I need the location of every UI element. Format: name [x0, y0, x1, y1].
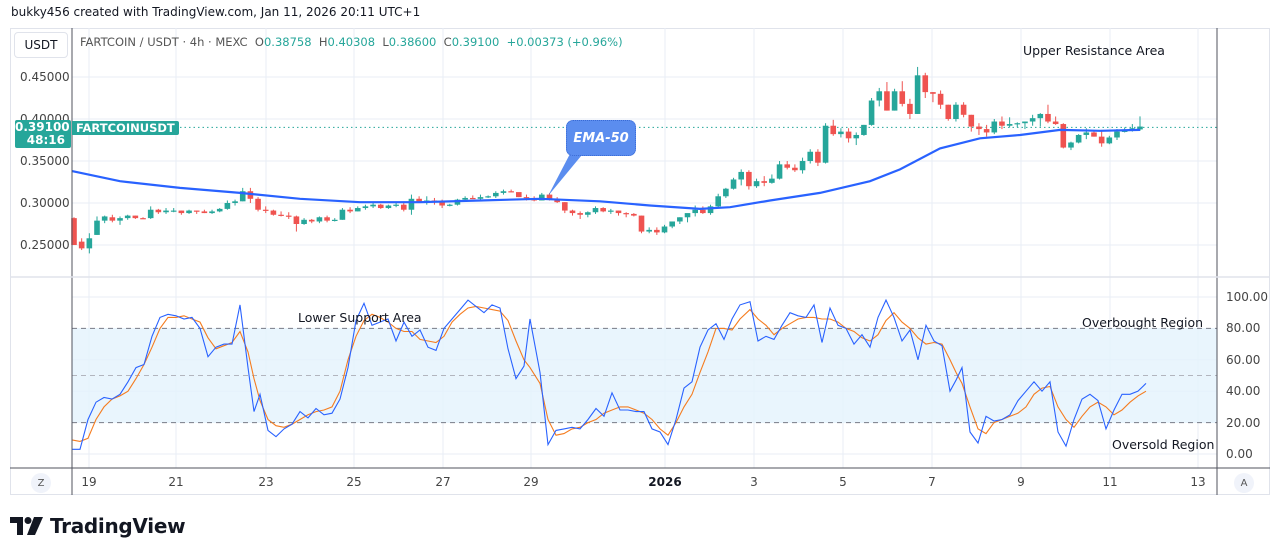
time-tick: 23: [258, 475, 274, 489]
tradingview-logo-icon: [10, 517, 43, 535]
price-tick: 0.45000: [20, 70, 70, 84]
bar-countdown: 48:16: [26, 133, 65, 147]
zoom-reset-button[interactable]: Z: [31, 473, 51, 493]
stoch-k-line: [72, 298, 1147, 450]
legend-close: 0.39100: [451, 35, 500, 49]
legend-low: 0.38600: [388, 35, 437, 49]
time-tick: 9: [1017, 475, 1025, 489]
chart-credit: bukky456 created with TradingView.com, J…: [11, 5, 421, 19]
price-tick: 0.30000: [20, 196, 70, 210]
time-tick: 21: [168, 475, 184, 489]
time-tick-year: 2026: [648, 475, 682, 489]
osc-tick: 20.00: [1226, 416, 1261, 430]
osc-tick: 60.00: [1226, 353, 1261, 367]
osc-tick: 100.00: [1226, 290, 1268, 304]
tradingview-logo-text: TradingView: [50, 514, 186, 538]
symbol-tag: FARTCOINUSDT: [72, 121, 179, 135]
osc-tick: 0.00: [1226, 447, 1253, 461]
currency-unit-button[interactable]: USDT: [14, 32, 68, 58]
ema-callout-pointer: [548, 150, 586, 196]
upper-resistance-label: Upper Resistance Area: [1023, 43, 1165, 58]
legend-symbol: FARTCOIN / USDT · 4h · MEXC: [80, 35, 248, 49]
last-price: 0.39100: [15, 120, 70, 134]
price-tick: 0.25000: [20, 238, 70, 252]
stochastic-band-lines: [72, 327, 1217, 424]
osc-tick: 80.00: [1226, 321, 1261, 335]
tradingview-logo[interactable]: TradingView: [10, 514, 186, 538]
time-tick: 25: [346, 475, 362, 489]
time-tick: 11: [1102, 475, 1118, 489]
auto-scale-button[interactable]: A: [1234, 473, 1254, 493]
ema-callout: EMA-50: [566, 120, 636, 156]
oversold-label: Oversold Region: [1112, 437, 1215, 452]
time-tick: 5: [839, 475, 847, 489]
price-tick: 0.35000: [20, 154, 70, 168]
overbought-label: Overbought Region: [1082, 315, 1204, 330]
osc-tick: 40.00: [1226, 384, 1261, 398]
stoch-d-line: [71, 305, 1147, 442]
legend-high: 0.40308: [327, 35, 376, 49]
legend-change: +0.00373 (+0.96%): [506, 35, 623, 49]
time-tick: 13: [1190, 475, 1206, 489]
time-tick: 7: [928, 475, 936, 489]
ema-50-line: [71, 128, 1141, 211]
time-tick: 29: [523, 475, 539, 489]
legend-open: 0.38758: [263, 35, 312, 49]
time-tick: 27: [435, 475, 451, 489]
ohlc-legend: FARTCOIN / USDT · 4h · MEXC O0.38758 H0.…: [80, 35, 623, 49]
time-tick: 3: [750, 475, 758, 489]
last-price-tag: 0.39100 48:16: [15, 120, 71, 148]
candlestick-series: [71, 66, 1143, 254]
lower-support-label: Lower Support Area: [298, 310, 422, 325]
time-tick: 19: [81, 475, 97, 489]
